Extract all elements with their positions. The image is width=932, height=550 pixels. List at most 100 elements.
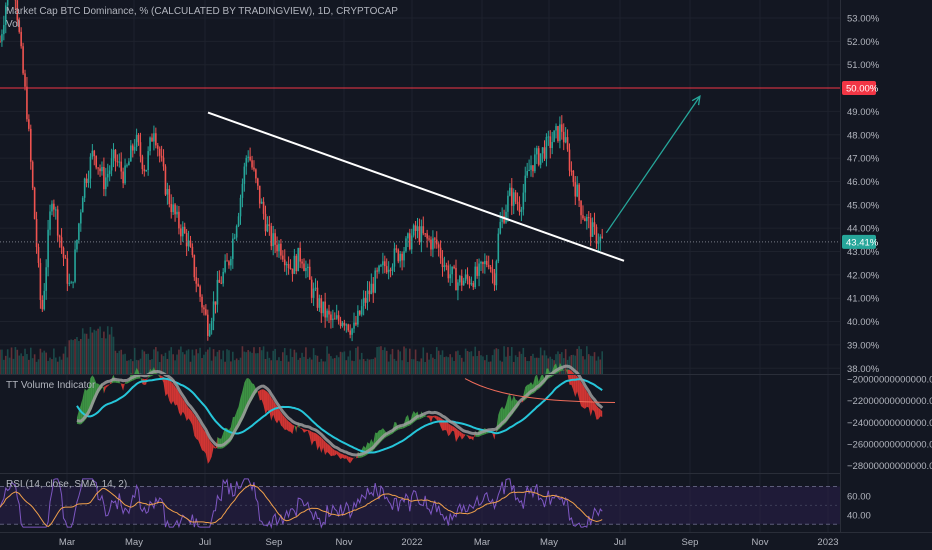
candle-body bbox=[143, 169, 146, 172]
volume-bar bbox=[301, 352, 303, 374]
volume-bar bbox=[53, 348, 55, 374]
chart-title[interactable]: Market Cap BTC Dominance, % (CALCULATED … bbox=[6, 6, 398, 17]
candle-body bbox=[41, 299, 44, 310]
volume-bar bbox=[203, 354, 205, 374]
candle-body bbox=[318, 298, 321, 308]
candle-body bbox=[389, 269, 392, 271]
projection-arrow[interactable] bbox=[605, 94, 701, 234]
volume-bar bbox=[180, 346, 182, 374]
candle-body bbox=[453, 266, 455, 268]
volume-bar bbox=[376, 347, 378, 374]
price-badge-bg bbox=[842, 234, 876, 249]
candle-body bbox=[532, 165, 534, 172]
candle-body bbox=[168, 188, 171, 204]
volume-bar bbox=[268, 357, 271, 374]
price-badge-label: 43.41% bbox=[846, 237, 879, 248]
time-axis[interactable]: Mar May Jul Sep Nov 2022 Mar May Jul Sep Nov 2023 bbox=[59, 537, 839, 548]
candle-body bbox=[83, 178, 86, 198]
volume-bar bbox=[470, 351, 473, 374]
volume-bar bbox=[210, 360, 213, 374]
candle-body bbox=[426, 233, 428, 239]
volume-bar bbox=[195, 349, 198, 374]
volume-bar bbox=[312, 348, 315, 374]
indicator-fill bbox=[319, 435, 322, 453]
volume-bar bbox=[99, 326, 101, 374]
candle-body bbox=[285, 263, 288, 266]
volume-bar bbox=[582, 356, 584, 374]
price-tick-label: 44.00% bbox=[847, 224, 880, 235]
rsi-axis[interactable]: 60.00 40.00 bbox=[847, 491, 871, 521]
volume-bar bbox=[149, 359, 151, 374]
volume-bar bbox=[35, 361, 38, 374]
volume-bar bbox=[103, 331, 105, 374]
indicator-fill bbox=[307, 429, 310, 437]
price-tick-label: 53.00% bbox=[847, 14, 880, 25]
indicator-fill bbox=[213, 445, 216, 449]
candle-body bbox=[233, 237, 236, 239]
candle-body bbox=[484, 260, 486, 265]
volume-bar bbox=[118, 350, 121, 374]
candle-body bbox=[239, 197, 242, 217]
candle-body bbox=[245, 157, 248, 167]
candle-body bbox=[357, 310, 359, 325]
candle-body bbox=[222, 271, 224, 284]
price-axis[interactable]: 53.00% 52.00% 51.00% 49.00% 48.00% 47.00% 46.0… bbox=[847, 14, 880, 375]
candle-body bbox=[287, 263, 290, 269]
volume-bar bbox=[305, 347, 307, 374]
volume-bar bbox=[239, 357, 242, 374]
candle-body bbox=[462, 280, 465, 286]
candle-body bbox=[262, 201, 265, 214]
candle-body bbox=[141, 156, 144, 170]
rsi-label[interactable]: RSI (14, close, SMA, 14, 2) bbox=[6, 479, 128, 490]
volume-bar bbox=[201, 358, 203, 374]
time-tick-label: Mar bbox=[59, 537, 75, 548]
candle-body bbox=[368, 290, 371, 295]
volume-bar bbox=[595, 360, 598, 374]
volume-bar bbox=[106, 326, 109, 374]
volume-bar bbox=[561, 352, 563, 374]
volume-bar bbox=[457, 350, 459, 374]
candle-body bbox=[24, 73, 26, 87]
candle-body bbox=[151, 137, 153, 142]
indicator-fill bbox=[165, 378, 168, 397]
volume-bar bbox=[487, 361, 490, 374]
volume-bar bbox=[218, 350, 221, 374]
candle-body bbox=[333, 318, 336, 320]
indicator-fill bbox=[581, 382, 583, 408]
volume-bar bbox=[399, 351, 401, 374]
volume-bar bbox=[308, 357, 311, 374]
volume-bar bbox=[137, 360, 140, 374]
volume-label[interactable]: Vol bbox=[6, 19, 20, 30]
volume-indicator-axis[interactable]: −20000000000000.00% −22000000000000.00% −2… bbox=[847, 375, 932, 473]
candle-body bbox=[445, 265, 448, 267]
candle-body bbox=[601, 236, 604, 238]
volume-bar bbox=[532, 353, 534, 374]
candle-body bbox=[118, 161, 121, 163]
candle-body bbox=[395, 248, 398, 250]
price-tick-label: 39.00% bbox=[847, 340, 880, 351]
volume-bar bbox=[20, 353, 22, 374]
candle-body bbox=[372, 283, 375, 293]
candle-body bbox=[586, 216, 588, 222]
volume-bar bbox=[170, 347, 173, 374]
rsi-line bbox=[0, 478, 603, 530]
indicator-fill bbox=[332, 448, 335, 456]
descending-trendline[interactable] bbox=[207, 111, 625, 262]
candle-body bbox=[482, 262, 484, 265]
candle-body bbox=[203, 307, 205, 310]
candle-body bbox=[20, 31, 22, 47]
price-tick-label: 52.00% bbox=[847, 37, 880, 48]
candle-body bbox=[3, 25, 5, 35]
volume-bar bbox=[303, 356, 305, 374]
candle-body bbox=[470, 283, 473, 285]
indicator-fill bbox=[305, 429, 308, 432]
indicator-fill bbox=[219, 438, 222, 449]
volume-indicator-label[interactable]: TT Volume Indicator bbox=[6, 380, 96, 391]
indicator-fill bbox=[157, 374, 160, 378]
volume-bar bbox=[183, 354, 186, 374]
volume-bar bbox=[289, 348, 292, 374]
indicator-fill bbox=[346, 455, 349, 462]
indicator-fill bbox=[311, 431, 314, 446]
indicator-fill bbox=[469, 435, 472, 440]
